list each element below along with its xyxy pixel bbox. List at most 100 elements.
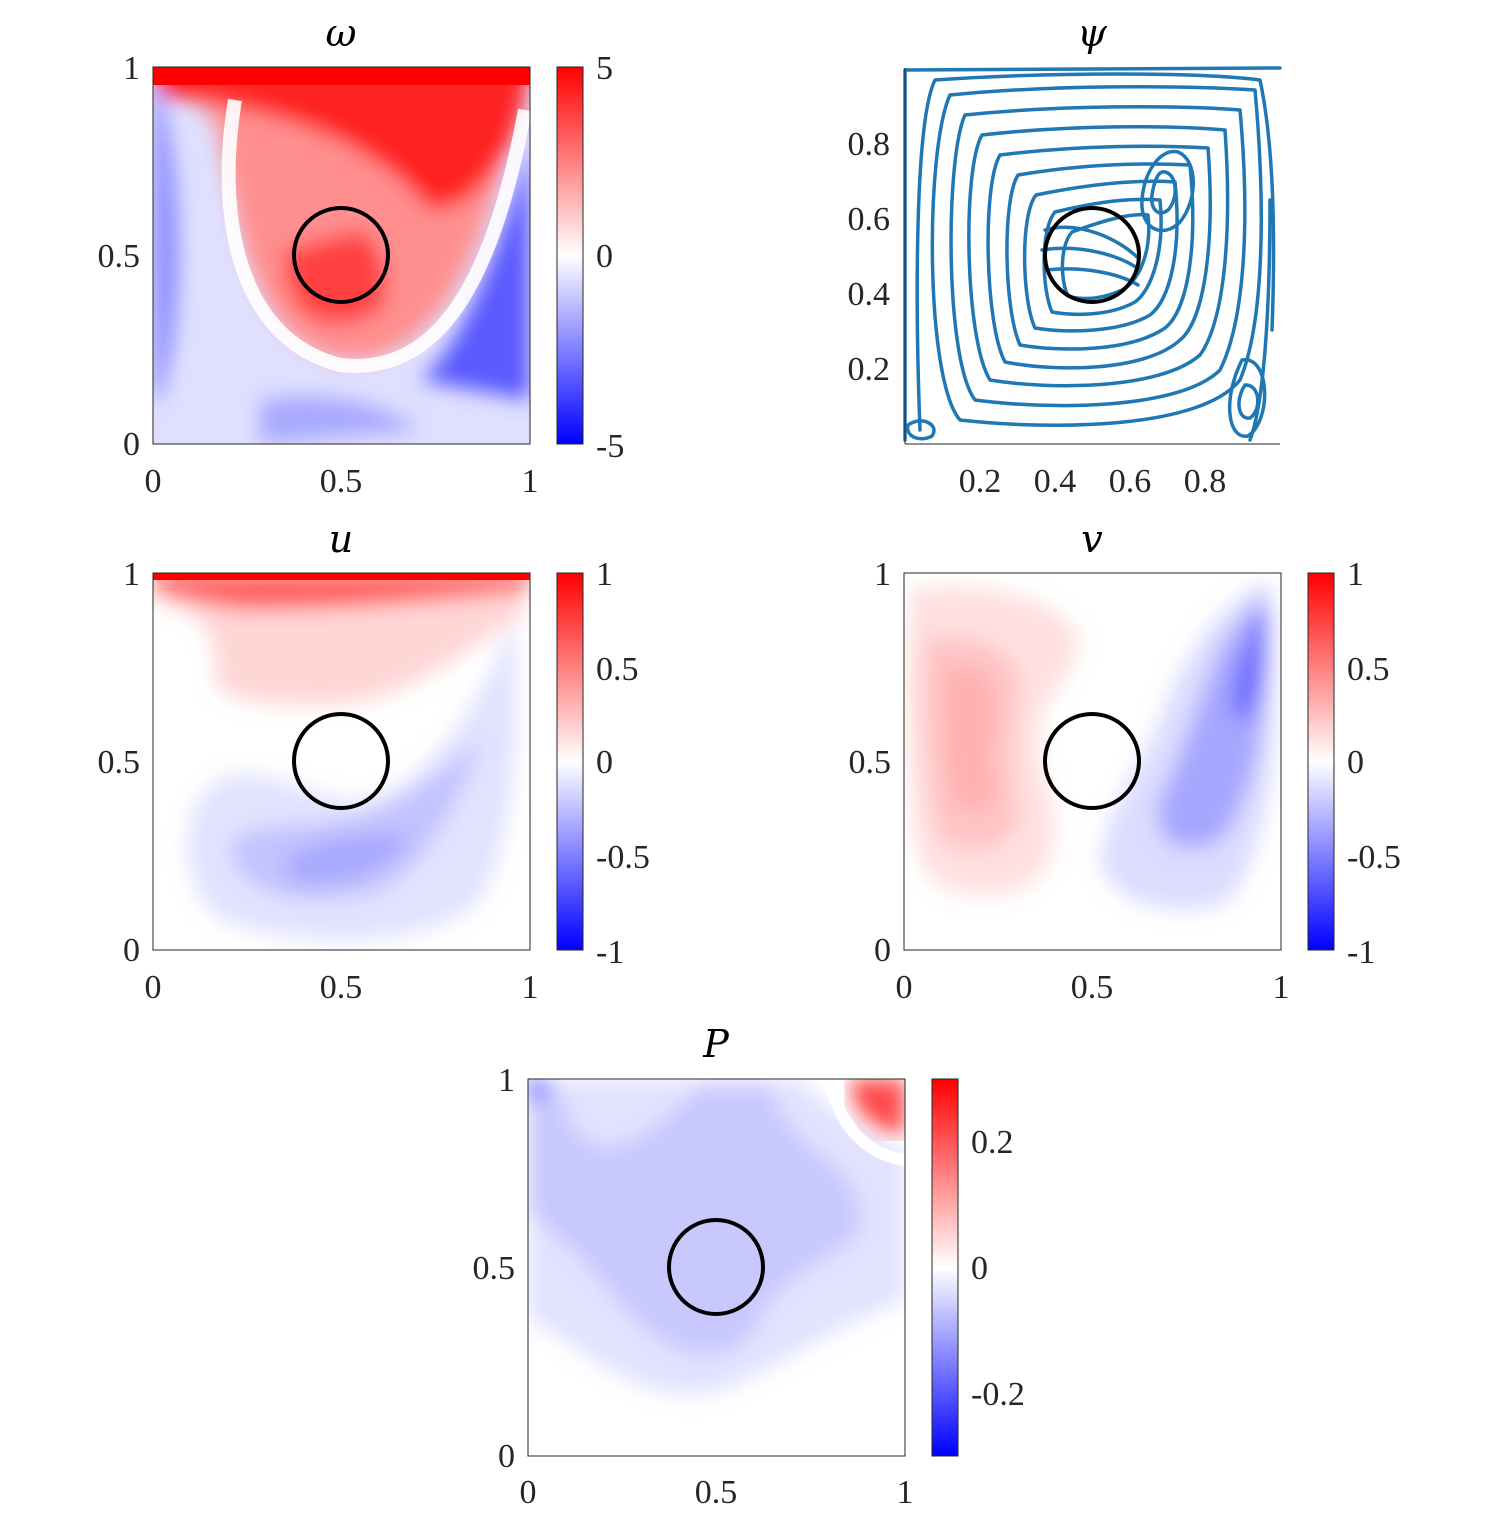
omega-yticks: 0 0.5 1 xyxy=(98,50,141,463)
v-colorbar-frame xyxy=(1307,572,1335,951)
u-field xyxy=(153,573,530,950)
p-ytick: 1 xyxy=(498,1062,515,1099)
omega-colorbar: 5 0 -5 xyxy=(556,50,624,465)
u-axes xyxy=(152,572,531,951)
panel-p: P 0 0.5 1 0 0.5 1 0.2 0 - xyxy=(473,1022,1025,1511)
psi-streamlines xyxy=(903,66,1282,442)
omega-colorbar-fill xyxy=(557,67,583,444)
p-axes xyxy=(527,1078,906,1457)
p-xtick: 0.5 xyxy=(695,1474,738,1511)
title-psi: ψ xyxy=(1077,11,1108,55)
u-cbar-tick: -1 xyxy=(596,934,624,971)
p-cbar-tick: -0.2 xyxy=(971,1376,1025,1413)
omega-top-band xyxy=(153,67,530,85)
psi-xtick: 0.4 xyxy=(1034,463,1077,500)
omega-red-ring xyxy=(284,230,387,324)
v-negative-core xyxy=(1158,600,1267,848)
v-ytick: 0.5 xyxy=(849,744,892,781)
v-colorbar: 1 0.5 0 -0.5 -1 xyxy=(1307,556,1401,971)
omega-right-blue xyxy=(420,140,530,400)
streamline xyxy=(949,104,1247,408)
p-top-left-blue xyxy=(528,1079,550,1101)
p-ytick: 0 xyxy=(498,1438,515,1475)
streamline xyxy=(906,419,936,441)
v-cbar-tick: 0 xyxy=(1347,744,1364,781)
v-ytick: 0 xyxy=(874,932,891,969)
title-v: v xyxy=(1081,517,1103,561)
omega-cbar-tick: 0 xyxy=(596,238,613,275)
psi-ytick: 0.2 xyxy=(848,351,891,388)
v-yticks: 0 0.5 1 xyxy=(849,556,892,969)
u-cbar-tick: 0.5 xyxy=(596,651,639,688)
panel-u: u 0 0.5 1 0 0.5 1 1 xyxy=(98,517,650,1006)
psi-xticks: 0.2 0.4 0.6 0.8 xyxy=(959,463,1227,500)
omega-bottom-blue xyxy=(260,396,420,444)
omega-white-band xyxy=(221,98,530,373)
u-xtick: 0.5 xyxy=(320,969,363,1006)
omega-ytick: 0 xyxy=(123,426,140,463)
psi-xtick: 0.6 xyxy=(1109,463,1152,500)
p-xtick: 0 xyxy=(520,1474,537,1511)
omega-ytick: 0.5 xyxy=(98,238,141,275)
p-obstacle xyxy=(667,1218,765,1316)
omega-xtick: 1 xyxy=(522,463,539,500)
v-cbar-tick: 0.5 xyxy=(1347,651,1390,688)
psi-ytick: 0.6 xyxy=(848,201,891,238)
v-cbar-tick: -0.5 xyxy=(1347,839,1401,876)
u-xticks: 0 0.5 1 xyxy=(145,969,539,1006)
v-positive-core2 xyxy=(944,666,995,811)
psi-yticks: 0.2 0.4 0.6 0.8 xyxy=(848,126,891,388)
p-xtick: 1 xyxy=(897,1474,914,1511)
p-cbar-tick: 0.2 xyxy=(971,1124,1014,1161)
psi-axes xyxy=(904,68,1280,445)
omega-cbar-tick: 5 xyxy=(596,50,613,87)
v-colorbar-fill xyxy=(1308,573,1334,950)
v-xtick: 0 xyxy=(896,969,913,1006)
u-colorbar-frame xyxy=(556,572,584,951)
streamline xyxy=(1227,358,1267,438)
omega-xtick: 0.5 xyxy=(320,463,363,500)
streamline xyxy=(1040,246,1142,272)
streamline xyxy=(967,124,1230,388)
omega-cbar-tick: -5 xyxy=(596,428,624,465)
u-cbar-tick: 1 xyxy=(596,556,613,593)
p-mid-region xyxy=(528,1085,861,1356)
p-top-right-red xyxy=(850,1079,905,1135)
panel-omega: ω 0 0.5 1 0 0.5 1 xyxy=(98,11,625,500)
u-ytick: 0.5 xyxy=(98,744,141,781)
v-negative-core2 xyxy=(1232,605,1267,721)
u-colorbar: 1 0.5 0 -0.5 -1 xyxy=(556,556,650,971)
v-cbar-tick: 1 xyxy=(1347,556,1364,593)
omega-strong-red-top xyxy=(153,67,530,210)
panel-psi: ψ 0.2 0.4 xyxy=(848,11,1282,500)
u-cbar-tick: -0.5 xyxy=(596,839,650,876)
omega-field xyxy=(153,67,530,444)
omega-xticks: 0 0.5 1 xyxy=(145,463,539,500)
streamline xyxy=(1140,149,1195,233)
psi-obstacle xyxy=(1043,206,1141,304)
panel-v: v 0 0.5 1 0 0.5 1 1 xyxy=(849,517,1401,1006)
streamline xyxy=(1248,198,1272,442)
psi-xtick: 0.2 xyxy=(959,463,1002,500)
p-field xyxy=(528,1079,905,1456)
u-top-band xyxy=(153,573,530,580)
p-colorbar-fill xyxy=(932,1079,958,1456)
streamline xyxy=(1237,383,1260,420)
psi-ytick: 0.8 xyxy=(848,126,891,163)
u-xtick: 0 xyxy=(145,969,162,1006)
streamline xyxy=(1005,162,1195,351)
streamline xyxy=(915,72,1276,432)
v-xtick: 1 xyxy=(1273,969,1290,1006)
p-yticks: 0 0.5 1 xyxy=(473,1062,516,1475)
p-white-arc xyxy=(824,1079,905,1166)
title-u: u xyxy=(329,517,353,561)
p-colorbar-frame xyxy=(931,1078,959,1457)
omega-left-blue xyxy=(153,67,179,400)
p-cbar-tick: 0 xyxy=(971,1250,988,1287)
u-strong-positive xyxy=(153,573,530,610)
v-obstacle xyxy=(1043,712,1141,810)
streamline xyxy=(1044,267,1140,287)
title-omega: ω xyxy=(326,11,357,55)
u-ytick: 1 xyxy=(123,556,140,593)
